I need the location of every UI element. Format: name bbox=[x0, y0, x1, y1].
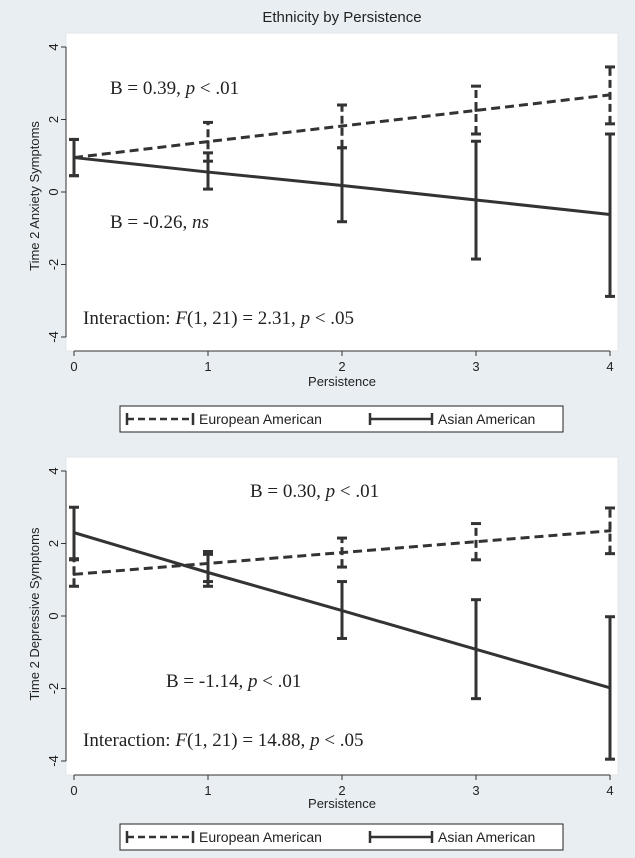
data-point bbox=[474, 647, 478, 651]
legend-label-asian: Asian American bbox=[438, 829, 535, 845]
series-asian-american bbox=[69, 505, 615, 761]
error-bar bbox=[605, 506, 615, 556]
data-point bbox=[340, 551, 344, 555]
y-tick-label: 4 bbox=[46, 43, 61, 50]
x-axis-label: Persistence bbox=[308, 374, 376, 389]
error-bar bbox=[471, 84, 481, 136]
data-point bbox=[340, 183, 344, 187]
data-point bbox=[340, 124, 344, 128]
x-tick-label: 1 bbox=[204, 783, 211, 798]
legend-label-european: European American bbox=[199, 411, 322, 427]
chart-title: Ethnicity by Persistence bbox=[262, 9, 421, 26]
y-tick-label: -2 bbox=[46, 259, 61, 271]
x-tick-label: 2 bbox=[338, 359, 345, 374]
y-axis-label: Time 2 Depressive Symptoms bbox=[27, 527, 42, 700]
y-tick-label: 2 bbox=[46, 540, 61, 547]
slope-annotation-asian: B = -0.26, ns bbox=[110, 212, 209, 233]
chart-depressive: Time 2 Depressive Symptoms Persistence B… bbox=[27, 456, 619, 851]
interaction-annotation: Interaction: F(1, 21) = 14.88, p < .05 bbox=[83, 730, 364, 751]
legend-key-asian bbox=[368, 831, 434, 843]
y-tick-label: 0 bbox=[46, 188, 61, 195]
data-point bbox=[72, 572, 76, 576]
data-point bbox=[474, 198, 478, 202]
data-point bbox=[72, 156, 76, 160]
legend-label-european: European American bbox=[199, 829, 322, 845]
x-tick-label: 4 bbox=[606, 359, 613, 374]
x-tick-label: 4 bbox=[606, 783, 613, 798]
series-asian-american bbox=[69, 132, 615, 298]
y-tick-label: 2 bbox=[46, 116, 61, 123]
x-tick-label: 3 bbox=[472, 359, 479, 374]
y-tick-label: 0 bbox=[46, 612, 61, 619]
data-point bbox=[72, 531, 76, 535]
interaction-annotation: Interaction: F(1, 21) = 2.31, p < .05 bbox=[83, 308, 354, 329]
data-point bbox=[608, 212, 612, 216]
legend: European American Asian American bbox=[119, 823, 564, 851]
legend-key-european bbox=[125, 831, 195, 843]
y-tick-label: -4 bbox=[46, 755, 61, 767]
data-point bbox=[206, 170, 210, 174]
y-tick-label: -4 bbox=[46, 331, 61, 343]
data-point bbox=[474, 108, 478, 112]
x-tick-label: 2 bbox=[338, 783, 345, 798]
y-tick-label: -2 bbox=[46, 683, 61, 695]
data-point bbox=[608, 686, 612, 690]
legend-key-european bbox=[125, 413, 195, 425]
x-axis-label: Persistence bbox=[308, 796, 376, 811]
x-tick-label: 0 bbox=[70, 783, 77, 798]
data-point bbox=[608, 529, 612, 533]
data-point bbox=[206, 571, 210, 574]
data-point bbox=[206, 140, 210, 144]
x-tick-label: 0 bbox=[70, 359, 77, 374]
data-point bbox=[340, 609, 344, 613]
error-bar bbox=[203, 552, 213, 584]
data-point bbox=[474, 540, 478, 544]
legend-key-asian bbox=[368, 413, 434, 425]
legend-label-asian: Asian American bbox=[438, 411, 535, 427]
slope-annotation-asian: B = -1.14, p < .01 bbox=[166, 671, 301, 692]
x-tick-label: 1 bbox=[204, 359, 211, 374]
x-tick-label: 3 bbox=[472, 783, 479, 798]
slope-annotation-european: B = 0.30, p < .01 bbox=[250, 481, 379, 502]
y-axis-label: Time 2 Anxiety Symptoms bbox=[27, 121, 42, 271]
data-point bbox=[608, 93, 612, 97]
slope-annotation-european: B = 0.39, p < .01 bbox=[110, 78, 239, 99]
legend: European American Asian American bbox=[119, 405, 564, 433]
chart-anxiety: Ethnicity by Persistence Time 2 Anxiety … bbox=[27, 9, 619, 433]
y-tick-label: 4 bbox=[46, 467, 61, 474]
